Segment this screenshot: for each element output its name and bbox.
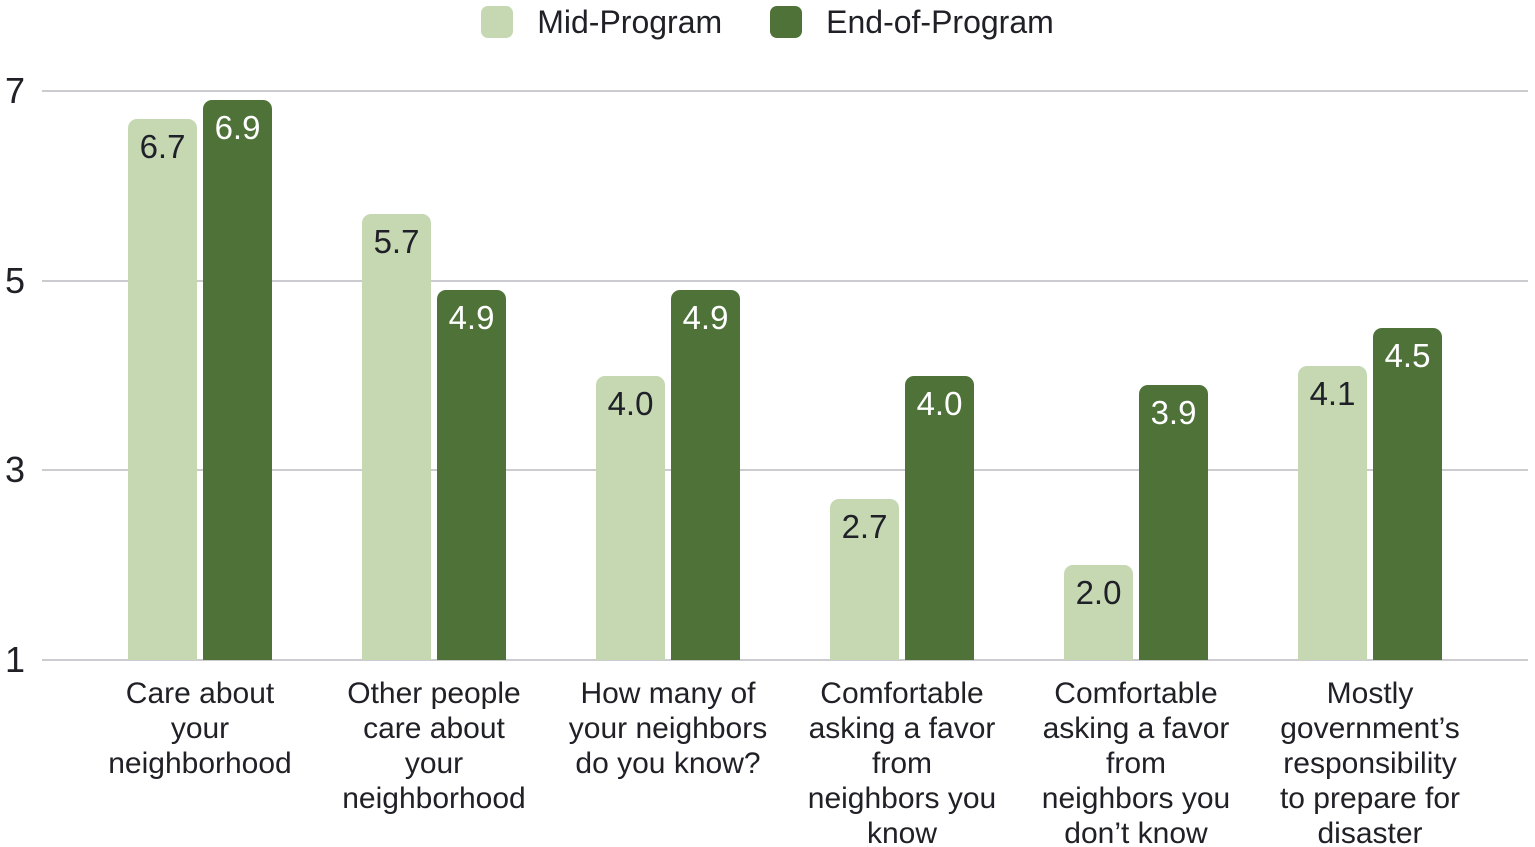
bar-group: 4.1 4.5 [1253, 91, 1487, 660]
gridline-3 [42, 469, 1528, 472]
y-tick-label-7: 7 [5, 70, 26, 111]
bar-value-label: 6.7 [139, 128, 186, 166]
x-axis-labels: Care about your neighborhood Other people… [83, 676, 1487, 847]
legend-swatch-mid-program-icon [481, 6, 514, 38]
bar-value-label: 4.0 [607, 384, 654, 422]
gridline-7 [42, 90, 1528, 92]
gridline-5 [42, 279, 1528, 282]
bar-value-label: 2.7 [841, 507, 888, 545]
bar-group: 4.0 4.9 [551, 91, 785, 660]
bar-group: 5.7 4.9 [317, 91, 551, 660]
bar-end-of-program: 4.9 [671, 290, 740, 660]
bar-end-of-program: 4.5 [1373, 328, 1442, 660]
bar-mid-program: 4.0 [596, 375, 665, 660]
x-category-label: Other people care about your neighborhoo… [342, 677, 526, 815]
y-tick-label-5: 5 [5, 259, 26, 301]
y-tick-label-3: 3 [5, 449, 26, 491]
bar-value-label: 4.5 [1384, 337, 1431, 375]
bar-mid-program: 4.1 [1298, 366, 1367, 660]
bar-end-of-program: 6.9 [203, 100, 272, 660]
x-category-label: Comfortable asking a favor from neighbor… [807, 677, 997, 847]
x-category-label: Comfortable asking a favor from neighbor… [1041, 677, 1231, 847]
gridline-1 [42, 659, 1528, 661]
x-category-label: How many of your neighbors do you know? [568, 677, 768, 780]
bar-mid-program: 5.7 [362, 214, 431, 660]
bar-group: 2.0 3.9 [1019, 91, 1253, 660]
legend-item-end-of-program: End-of-Program [770, 6, 1054, 38]
bar-value-label: 4.9 [448, 299, 495, 337]
bar-groups: 6.7 6.9 5.7 4.9 4.0 4.9 2.7 4.0 2.0 3.9 4.1 4.5 [83, 91, 1487, 660]
legend-swatch-end-of-program-icon [770, 6, 803, 38]
y-tick-label-1: 1 [5, 639, 26, 680]
legend-label-end-of-program: End-of-Program [826, 4, 1054, 40]
x-category-label: Care about your neighborhood [108, 677, 292, 780]
x-category-label: Mostly government’s responsibility to pr… [1279, 677, 1461, 847]
bar-mid-program: 2.7 [830, 498, 899, 660]
legend-label-mid-program: Mid-Program [537, 4, 723, 40]
y-axis: 7 5 3 1 [5, 73, 41, 678]
plot-area [42, 90, 1528, 661]
bar-value-label: 4.0 [916, 384, 963, 422]
bar-end-of-program: 4.0 [905, 375, 974, 660]
bar-value-label: 4.9 [682, 299, 729, 337]
bar-value-label: 6.9 [214, 109, 261, 147]
legend: Mid-Program End-of-Program [0, 4, 1535, 40]
bar-end-of-program: 3.9 [1139, 384, 1208, 660]
bar-group: 6.7 6.9 [83, 91, 317, 660]
bar-group: 2.7 4.0 [785, 91, 1019, 660]
bar-end-of-program: 4.9 [437, 290, 506, 660]
bar-mid-program: 2.0 [1064, 565, 1133, 660]
legend-item-mid-program: Mid-Program [481, 6, 722, 38]
bar-value-label: 3.9 [1150, 393, 1197, 431]
bar-value-label: 4.1 [1309, 375, 1356, 413]
bar-mid-program: 6.7 [128, 119, 197, 660]
bar-value-label: 2.0 [1075, 574, 1122, 612]
bar-value-label: 5.7 [373, 223, 420, 261]
